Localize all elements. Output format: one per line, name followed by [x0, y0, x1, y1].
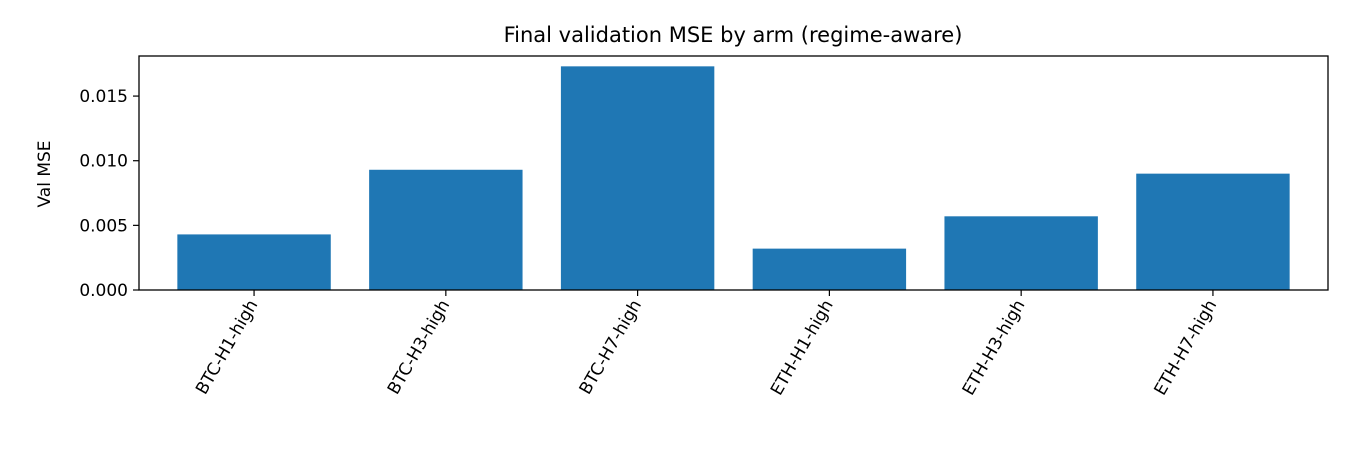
- x-tick-label: ETH-H3-high: [959, 297, 1030, 400]
- bar-eth-h3-high: [944, 216, 1098, 290]
- y-tick-label: 0.015: [79, 87, 128, 107]
- y-tick-label: 0.005: [79, 216, 128, 236]
- bar-btc-h1-high: [177, 234, 331, 290]
- y-tick-label: 0.000: [79, 281, 128, 301]
- y-axis-label: Val MSE: [35, 140, 55, 207]
- x-tick-label: BTC-H7-high: [576, 297, 646, 399]
- bar-btc-h3-high: [369, 169, 523, 290]
- chart-title: Final validation MSE by arm (regime-awar…: [504, 23, 963, 47]
- plot-frame: [138, 55, 1329, 291]
- y-tick-label: 0.010: [79, 152, 128, 172]
- bar-btc-h7-high: [560, 66, 715, 290]
- x-tick-label: BTC-H3-high: [384, 297, 454, 399]
- bar-eth-h1-high: [752, 248, 907, 290]
- x-tick-label: ETH-H7-high: [1151, 297, 1222, 400]
- x-tick-label: BTC-H1-high: [192, 297, 262, 399]
- x-tick-label: ETH-H1-high: [767, 297, 838, 400]
- bar-eth-h7-high: [1136, 173, 1290, 290]
- plot-area: 0.000 0.005 0.010 0.015 BTC-H1-high BTC-H3-hi…: [79, 55, 1329, 400]
